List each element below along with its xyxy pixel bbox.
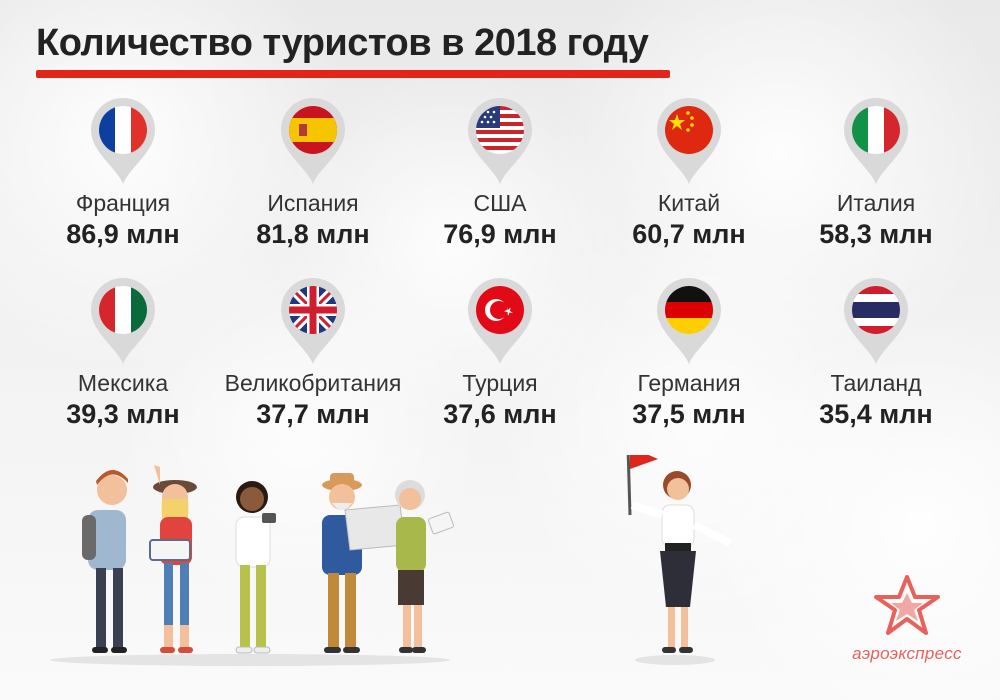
title-underline — [36, 70, 670, 78]
country-name: США — [473, 190, 527, 216]
country-name: Германия — [637, 370, 741, 396]
country-value: 86,9 млн — [66, 219, 180, 249]
france-flag-icon — [91, 98, 155, 184]
country-card-turkey: Турция 37,6 млн — [400, 276, 600, 430]
spain-flag-icon — [281, 98, 345, 184]
italy-flag-icon — [844, 98, 908, 184]
tourist-man-backpack — [82, 469, 128, 653]
guide-woman-flag — [626, 455, 732, 653]
country-name: Франция — [75, 190, 171, 216]
country-name: Китай — [657, 190, 721, 216]
country-value: 58,3 млн — [819, 219, 933, 249]
country-value: 39,3 млн — [66, 399, 180, 429]
country-card-germany: Германия 37,5 млн — [589, 276, 789, 430]
thailand-flag-icon — [844, 278, 908, 364]
country-name: Италия — [836, 190, 916, 216]
country-value: 81,8 млн — [256, 219, 370, 249]
country-card-italy: Италия 58,3 млн — [776, 96, 976, 250]
country-name: Таиланд — [830, 370, 922, 396]
ground-shadow — [635, 655, 715, 665]
ground-shadow — [50, 654, 450, 666]
tourist-older-man-map — [322, 473, 406, 653]
usa-flag-icon — [468, 98, 532, 184]
tourist-woman-hat — [149, 465, 197, 653]
country-value: 37,6 млн — [443, 399, 557, 429]
page-title: Количество туристов в 2018 году — [36, 22, 649, 64]
country-card-thailand: Таиланд 35,4 млн — [776, 276, 976, 430]
germany-flag-icon — [657, 278, 721, 364]
country-name: Испания — [267, 190, 359, 216]
country-value: 76,9 млн — [443, 219, 557, 249]
star-logo-icon — [874, 575, 940, 635]
country-card-mexico: Мексика 39,3 млн — [23, 276, 223, 430]
country-card-spain: Испания 81,8 млн — [213, 96, 413, 250]
logo-text: аэроэкспресс — [852, 644, 962, 663]
country-value: 37,7 млн — [256, 399, 370, 429]
turkey-flag-icon — [468, 278, 532, 364]
country-card-uk: Великобритания 37,7 млн — [213, 276, 413, 430]
country-value: 37,5 млн — [632, 399, 746, 429]
tourist-woman-camera — [235, 481, 276, 654]
uk-flag-icon — [281, 278, 345, 364]
country-name: Турция — [462, 370, 538, 396]
mexico-flag-icon — [91, 278, 155, 364]
country-card-france: Франция 86,9 млн — [23, 96, 223, 250]
country-value: 60,7 млн — [632, 219, 746, 249]
country-name: Мексика — [77, 370, 169, 396]
country-name: Великобритания — [224, 370, 402, 396]
country-value: 35,4 млн — [819, 399, 933, 429]
aeroexpress-logo: аэроэкспресс — [842, 575, 972, 664]
china-flag-icon — [657, 98, 721, 184]
country-card-china: Китай 60,7 млн — [589, 96, 789, 250]
tourists-illustration — [50, 455, 732, 666]
country-card-usa: США 76,9 млн — [400, 96, 600, 250]
tourist-older-woman — [395, 480, 455, 653]
